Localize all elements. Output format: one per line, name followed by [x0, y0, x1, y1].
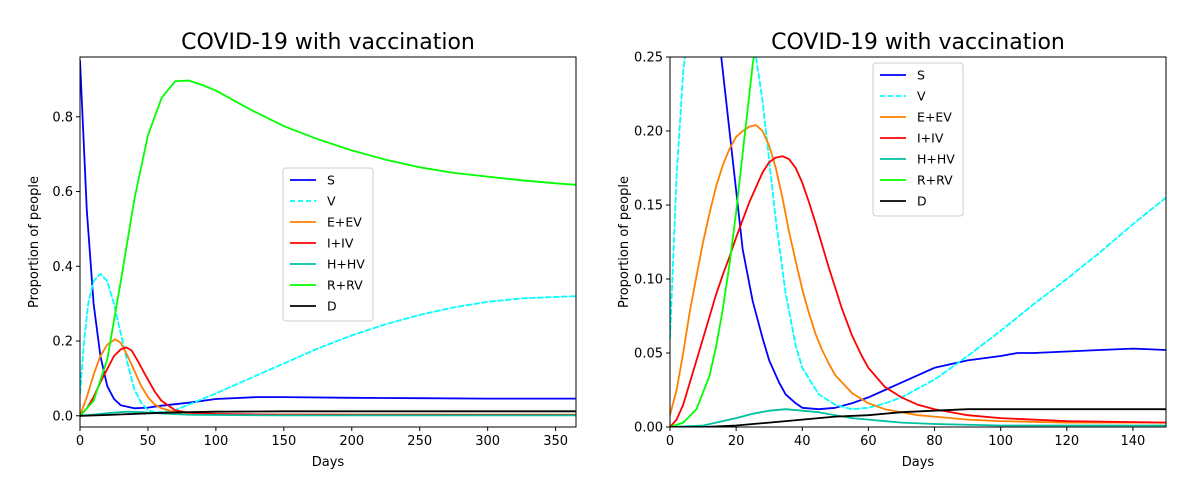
- plot-frame: [669, 56, 1167, 428]
- y-tick-label: 0.10: [634, 273, 663, 288]
- y-tick-label: 0.05: [634, 347, 663, 362]
- y-axis-label: Proportion of people: [617, 176, 632, 308]
- y-tick-label: 0.0: [52, 409, 73, 424]
- y-tick-label: 0.15: [634, 199, 663, 214]
- legend-entry: D: [917, 194, 927, 209]
- legend-entry: V: [917, 89, 926, 104]
- legend: SV E+EV I+IV H+HV R+RV D: [872, 62, 964, 217]
- legend-box: [282, 167, 374, 322]
- x-tick-label: 300: [475, 434, 500, 449]
- series-line-r-plus-rv: [80, 79, 576, 417]
- x-tick-label: 120: [1054, 434, 1079, 449]
- legend-entry: V: [327, 194, 336, 209]
- series-group: [80, 59, 576, 417]
- x-tick-label: 100: [203, 434, 228, 449]
- legend-entry: E+EV: [917, 110, 952, 125]
- chart-title: COVID-19 with vaccination: [181, 30, 475, 55]
- series-line-s: [80, 59, 576, 410]
- x-tick-label: 350: [543, 434, 568, 449]
- y-tick-label: 0.2: [52, 335, 73, 350]
- legend-entry: S: [327, 173, 335, 188]
- legend-entry: R+RV: [327, 278, 363, 293]
- series-line-h-plus-hv: [80, 410, 576, 417]
- x-tick-label: 40: [794, 434, 811, 449]
- x-axis-label: Days: [902, 455, 935, 470]
- series-line-s: [720, 57, 1166, 411]
- x-tick-label: 20: [728, 434, 745, 449]
- x-tick-label: 150: [271, 434, 296, 449]
- x-tick-label: 0: [76, 434, 84, 449]
- y-tick-label: 0.25: [634, 51, 663, 66]
- series-line-i-plus-iv: [670, 155, 1166, 427]
- x-tick-label: 140: [1121, 434, 1146, 449]
- x-tick-label: 0: [666, 434, 674, 449]
- legend-entry: E+EV: [327, 215, 362, 230]
- series-line-r-plus-rv: [670, 57, 755, 427]
- chart-title: COVID-19 with vaccination: [771, 30, 1065, 55]
- y-tick-label: 0.00: [634, 421, 663, 436]
- legend-entry: I+IV: [917, 131, 944, 146]
- x-tick-label: 60: [860, 434, 877, 449]
- legend-entry: I+IV: [327, 236, 354, 251]
- legend-entry: H+HV: [917, 152, 955, 167]
- x-tick-label: 200: [339, 434, 364, 449]
- series-line-h-plus-hv: [670, 408, 1166, 427]
- series-line-d: [80, 410, 576, 417]
- y-axis-label: Proportion of people: [27, 176, 42, 308]
- series-line-v: [670, 57, 686, 340]
- legend-box: [872, 62, 964, 217]
- y-tick-label: 0.6: [52, 185, 73, 200]
- x-tick-label: 80: [926, 434, 943, 449]
- legend-entry: D: [327, 299, 337, 314]
- x-tick-label: 50: [140, 434, 157, 449]
- x-axis-label: Days: [312, 455, 345, 470]
- plot-frame: [79, 56, 577, 428]
- y-tick-label: 0.4: [52, 260, 73, 275]
- x-tick-label: 100: [988, 434, 1013, 449]
- series-line-v2: [755, 57, 1166, 411]
- legend-entry: R+RV: [917, 173, 953, 188]
- right-chart: 0 20 40 60 80 100 120 140 0.00 0.05 0.10 0.15 0.20 0.…: [617, 30, 1167, 470]
- legend-entry: S: [917, 68, 925, 83]
- y-tick-label: 0.8: [52, 110, 73, 125]
- x-tick-label: 250: [407, 434, 432, 449]
- left-chart: 0 50 100 150 200 250 300 350 0.0 0.2 0.4 0.6 0.8 COVI…: [27, 30, 577, 470]
- legend-entry: H+HV: [327, 257, 365, 272]
- y-tick-label: 0.20: [634, 125, 663, 140]
- legend: SV E+EV I+IV H+HV R+RV D: [282, 167, 374, 322]
- series-group: [670, 57, 1166, 427]
- series-line-v: [80, 272, 576, 413]
- series-line-d: [670, 408, 1166, 427]
